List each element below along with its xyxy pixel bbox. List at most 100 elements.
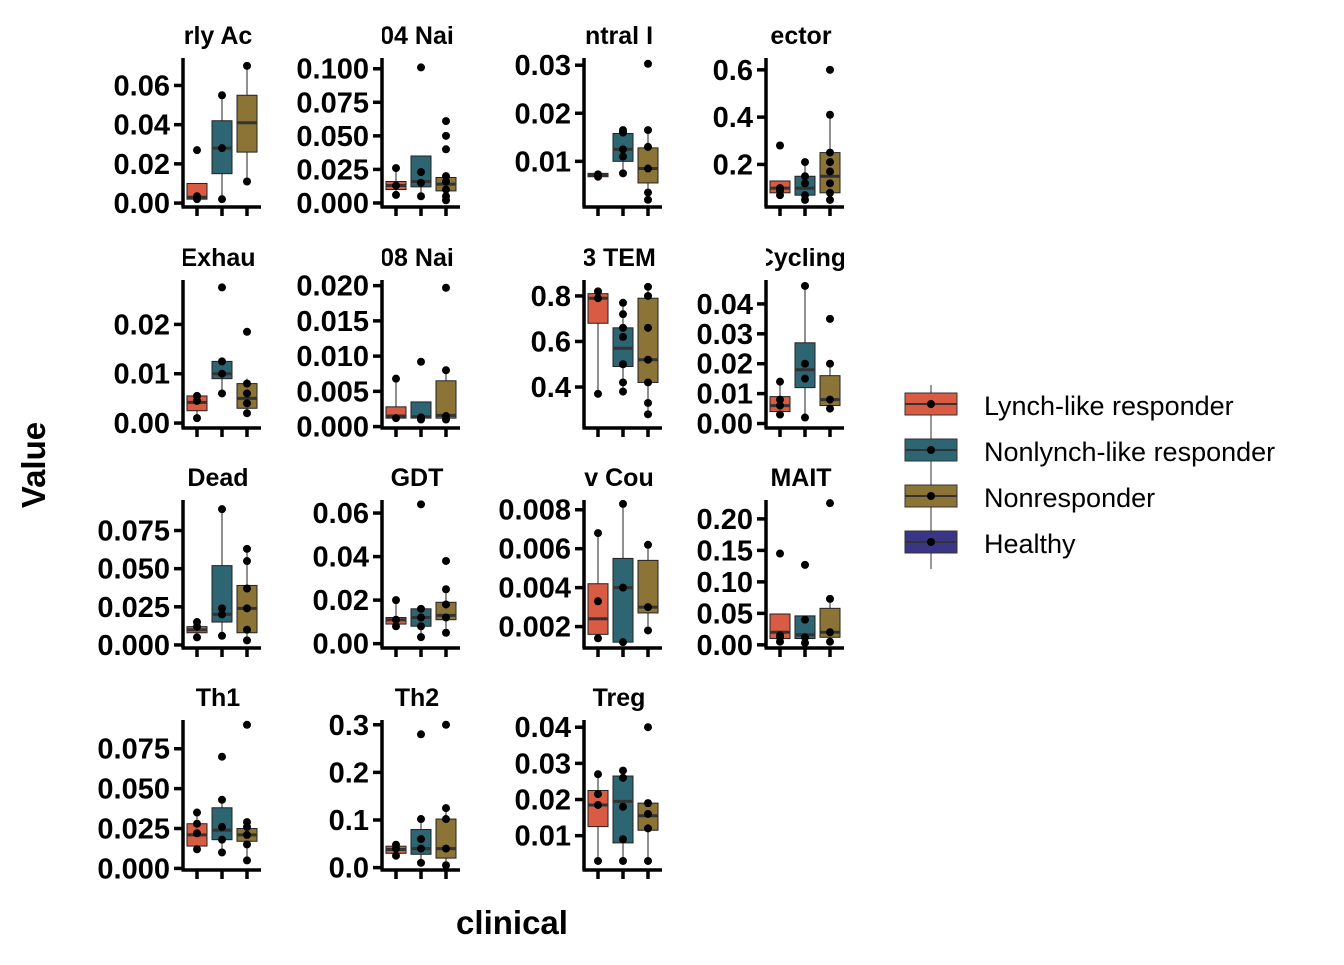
box-group [410, 730, 432, 867]
panel: Exhau 0.00 0.01 0.02 [114, 244, 261, 440]
data-point [644, 323, 652, 332]
y-tick-label: 0.010 [296, 341, 369, 373]
legend-item: Lynch-like responder [904, 385, 1234, 431]
data-point [218, 195, 226, 204]
data-point [594, 389, 602, 398]
data-point [392, 615, 400, 624]
y-tick-label: 0.03 [515, 748, 571, 780]
data-point [776, 410, 784, 419]
box-group [769, 377, 791, 419]
box-group [236, 327, 258, 418]
y-tick-label: 0.075 [97, 516, 170, 548]
box-group [612, 298, 634, 396]
panel-title: 3 TEM [582, 244, 656, 272]
data-point [644, 291, 652, 300]
data-point [826, 499, 834, 508]
y-tick-label: 0.04 [313, 542, 369, 574]
data-point [826, 395, 834, 404]
box-group [794, 158, 816, 204]
y-tick-label: 0.20 [697, 504, 753, 536]
data-point [619, 310, 627, 319]
y-tick-label: 0.06 [114, 70, 170, 102]
data-point [619, 145, 627, 154]
panel-title: rly Ac [184, 22, 253, 50]
y-tick-label: 0.00 [114, 408, 170, 440]
box-group [819, 314, 841, 413]
data-point [193, 414, 201, 423]
data-point [392, 622, 400, 631]
data-point [776, 377, 784, 386]
data-point [619, 126, 627, 135]
data-point [826, 65, 834, 74]
data-point [594, 856, 602, 865]
box-group [410, 500, 432, 642]
data-point [776, 401, 784, 410]
panel: rly Ac 0.00 0.02 0.04 0.06 [114, 22, 261, 220]
data-point [801, 374, 809, 383]
data-point [594, 770, 602, 779]
data-point [826, 314, 834, 323]
data-point [826, 148, 834, 157]
data-point [218, 283, 226, 292]
box-group [236, 61, 258, 186]
data-point [619, 332, 627, 341]
box-group [637, 59, 659, 204]
data-point [826, 594, 834, 603]
data-point [243, 604, 251, 613]
data-point [801, 560, 809, 569]
data-point [392, 840, 400, 849]
y-tick-label: 0.02 [515, 785, 571, 817]
data-point [442, 117, 450, 126]
panel: GDT 0.00 0.02 0.04 0.06 [313, 464, 460, 661]
data-point [392, 164, 400, 173]
data-point [776, 631, 784, 640]
data-point [619, 298, 627, 307]
legend-item: Healthy [904, 523, 1076, 569]
y-tick-label: 0.15 [697, 535, 753, 567]
y-tick-label: 0.025 [296, 154, 369, 186]
data-point [193, 633, 201, 642]
data-point [442, 613, 450, 622]
y-axis-title: Value [15, 422, 52, 508]
box-group [211, 283, 233, 398]
data-point [392, 596, 400, 605]
box [612, 557, 634, 643]
data-point [619, 638, 627, 647]
box-group [587, 170, 609, 181]
y-tick-label: 0.050 [97, 774, 170, 806]
box-group [612, 499, 634, 647]
box-group [769, 141, 791, 200]
data-point [218, 631, 226, 640]
panel-title: Treg [593, 684, 646, 712]
data-point [218, 835, 226, 844]
data-point [644, 809, 652, 818]
data-point [417, 633, 425, 642]
legend-point [927, 538, 935, 546]
data-point [243, 544, 251, 553]
data-point [619, 387, 627, 396]
panel-title: 08 Nai [380, 244, 454, 272]
data-point [193, 845, 201, 854]
data-point [218, 369, 226, 378]
data-point [826, 179, 834, 188]
data-point [619, 323, 627, 332]
data-point [218, 144, 226, 153]
data-point [243, 840, 251, 849]
data-point [193, 146, 201, 155]
y-tick-label: 0.02 [697, 349, 753, 381]
panel-title: ector [770, 22, 831, 50]
data-point [218, 357, 226, 366]
y-tick-label: 0.04 [515, 712, 571, 744]
box-group [794, 560, 816, 647]
data-point [417, 622, 425, 631]
data-point [417, 730, 425, 739]
data-point [644, 626, 652, 635]
data-point [442, 585, 450, 594]
box-group [211, 505, 233, 640]
y-tick-label: 0.015 [296, 306, 369, 338]
y-tick-label: 0.100 [296, 54, 369, 86]
box-group [236, 720, 258, 865]
data-point [619, 169, 627, 178]
data-point [644, 378, 652, 387]
